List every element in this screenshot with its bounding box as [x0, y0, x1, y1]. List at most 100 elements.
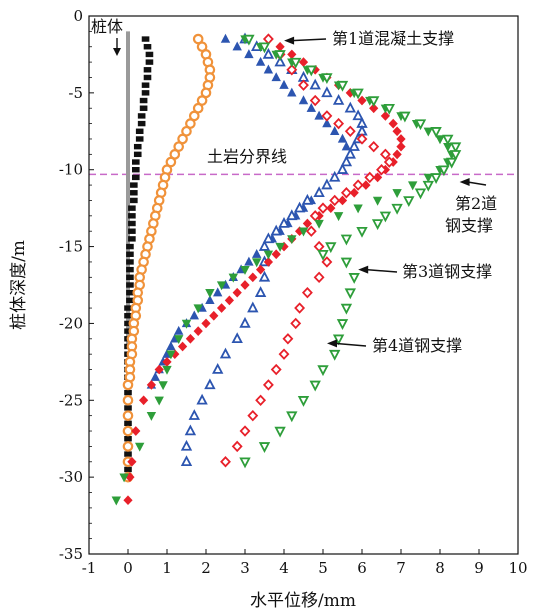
- data-point: [352, 88, 364, 100]
- annotation-arrow-shaft: [334, 342, 367, 347]
- data-point: [263, 257, 274, 267]
- data-point: [209, 310, 219, 321]
- data-point: [228, 273, 238, 283]
- data-point: [232, 41, 242, 51]
- data-point: [298, 95, 309, 105]
- data-point: [391, 203, 403, 215]
- x-tick-label: -1: [82, 559, 97, 577]
- y-tick-label: -30: [59, 468, 83, 486]
- data-point: [247, 301, 259, 313]
- data-point: [380, 111, 391, 121]
- data-point: [287, 235, 297, 245]
- data-point: [263, 250, 274, 260]
- data-point: [131, 426, 141, 436]
- data-point: [196, 393, 208, 405]
- data-point: [361, 180, 371, 190]
- data-point: [128, 213, 136, 219]
- data-point: [329, 194, 341, 207]
- data-point: [258, 270, 271, 282]
- data-point: [126, 274, 134, 281]
- data-point: [383, 103, 395, 115]
- data-point: [124, 305, 132, 311]
- x-axis-title: 水平位移/mm: [250, 591, 356, 611]
- tick-layer: -1 0 1 2 3 4 5 6 7 8 9 100-5-10-15-20-25-30-35: [59, 7, 528, 577]
- data-point: [321, 110, 333, 122]
- data-point: [132, 167, 140, 173]
- data-point: [201, 318, 211, 329]
- data-point: [240, 280, 250, 290]
- data-point: [162, 365, 172, 375]
- data-point: [383, 156, 395, 168]
- data-point: [309, 78, 321, 90]
- data-point: [372, 196, 383, 206]
- data-point: [329, 349, 341, 361]
- x-tick-label: 5: [318, 559, 328, 577]
- data-point: [279, 79, 289, 89]
- annotation-label: 第4道钢支撑: [372, 336, 462, 355]
- data-point: [111, 496, 121, 506]
- data-point: [274, 55, 286, 67]
- data-point: [348, 140, 360, 151]
- data-point: [341, 141, 352, 151]
- data-point: [219, 347, 232, 359]
- data-point: [379, 211, 392, 223]
- data-point: [255, 264, 266, 275]
- data-point: [322, 118, 332, 128]
- data-point: [325, 242, 337, 254]
- data-point: [188, 409, 200, 420]
- pile-label: 桩体: [91, 17, 123, 36]
- data-point: [128, 220, 136, 227]
- data-point: [336, 319, 349, 330]
- data-point: [145, 59, 154, 65]
- data-point: [166, 341, 176, 351]
- data-point: [336, 163, 349, 174]
- data-point: [231, 440, 243, 453]
- data-point: [135, 136, 144, 142]
- data-point: [220, 456, 231, 468]
- data-point: [252, 258, 262, 268]
- data-point: [344, 288, 356, 300]
- data-point: [127, 456, 137, 467]
- x-tick-label: 6: [357, 559, 367, 577]
- data-point: [340, 187, 352, 199]
- data-point: [287, 87, 297, 97]
- data-point: [262, 33, 274, 45]
- data-point: [122, 410, 134, 421]
- data-point: [174, 325, 184, 335]
- data-point: [313, 240, 325, 253]
- y-axis-title: 桩体深度/m: [9, 240, 29, 330]
- data-point: [143, 44, 152, 50]
- data-point: [392, 189, 402, 199]
- data-point: [430, 173, 442, 184]
- data-point: [262, 232, 275, 244]
- data-point: [414, 188, 427, 200]
- data-point: [239, 457, 251, 469]
- data-point: [220, 33, 231, 43]
- y-tick-label: -10: [59, 161, 83, 179]
- data-point: [158, 381, 168, 391]
- data-point: [333, 117, 345, 130]
- data-point: [205, 295, 215, 305]
- data-point: [126, 243, 134, 250]
- data-point: [301, 286, 313, 299]
- annotation-arrow-shaft: [292, 38, 327, 42]
- data-point: [262, 47, 275, 59]
- data-point: [205, 289, 215, 298]
- data-point: [368, 96, 380, 108]
- data-point: [352, 109, 364, 121]
- data-point: [446, 157, 458, 169]
- data-point: [258, 42, 271, 54]
- x-tick-label: 0: [123, 559, 133, 577]
- data-point: [119, 473, 129, 483]
- y-tick-label: -25: [59, 391, 83, 409]
- data-point: [150, 371, 160, 381]
- data-point: [240, 265, 250, 275]
- data-point: [138, 395, 149, 406]
- data-point: [369, 103, 379, 114]
- pile-label-arrow-head: [113, 48, 121, 56]
- annotation-arrow-head: [459, 178, 470, 187]
- data-point: [124, 313, 132, 319]
- data-point: [122, 441, 134, 452]
- data-point: [422, 180, 434, 192]
- data-point: [146, 411, 157, 421]
